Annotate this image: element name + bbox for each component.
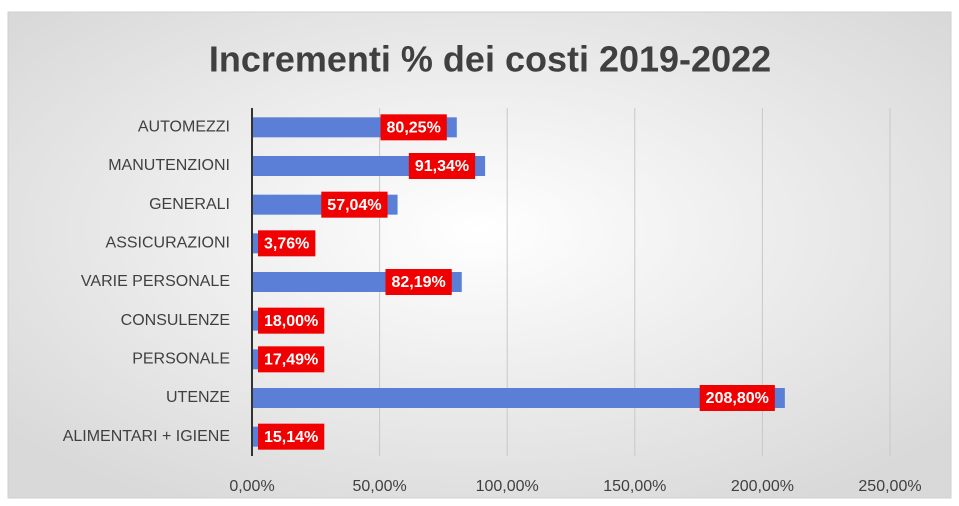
chart-area — [7, 11, 952, 499]
y-tick-label: UTENZE — [166, 389, 230, 406]
y-tick-label: CONSULENZE — [121, 312, 230, 329]
data-label-box — [699, 385, 775, 411]
bar — [252, 233, 262, 254]
data-label: 91,34% — [415, 158, 469, 175]
data-label: 208,80% — [706, 390, 769, 407]
data-label: 57,04% — [327, 197, 381, 214]
data-label-box — [258, 346, 325, 373]
data-label-box — [258, 307, 325, 334]
y-tick-label: ALIMENTARI + IGIENE — [63, 428, 230, 445]
y-tick-label: MANUTENZIONI — [108, 157, 230, 174]
x-tick-label: 200,00% — [731, 478, 794, 495]
data-label: 3,76% — [264, 236, 309, 253]
data-label: 17,49% — [264, 352, 318, 369]
x-tick-label: 50,00% — [352, 478, 406, 495]
data-label-box — [258, 423, 325, 450]
y-tick-label: AUTOMEZZI — [138, 119, 230, 136]
data-label: 18,00% — [264, 313, 318, 330]
data-label: 15,14% — [264, 429, 318, 446]
x-tick-label: 0,00% — [229, 478, 274, 495]
chart-title: Incrementi % dei costi 2019-2022 — [209, 39, 771, 80]
data-label: 80,25% — [387, 120, 441, 137]
y-tick-label: GENERALI — [149, 196, 230, 213]
data-label-box — [258, 230, 316, 257]
y-tick-label: PERSONALE — [132, 351, 230, 368]
data-label-box — [385, 269, 452, 295]
data-label-box — [321, 191, 388, 218]
data-label-box — [408, 153, 476, 179]
data-label: 82,19% — [391, 274, 445, 291]
y-tick-label: VARIE PERSONALE — [81, 273, 230, 290]
x-tick-label: 100,00% — [476, 478, 539, 495]
x-tick-label: 150,00% — [603, 478, 666, 495]
x-tick-label: 250,00% — [858, 478, 921, 495]
bar — [252, 388, 785, 408]
data-label-box — [380, 114, 447, 141]
y-tick-label: ASSICURAZIONI — [106, 235, 230, 252]
